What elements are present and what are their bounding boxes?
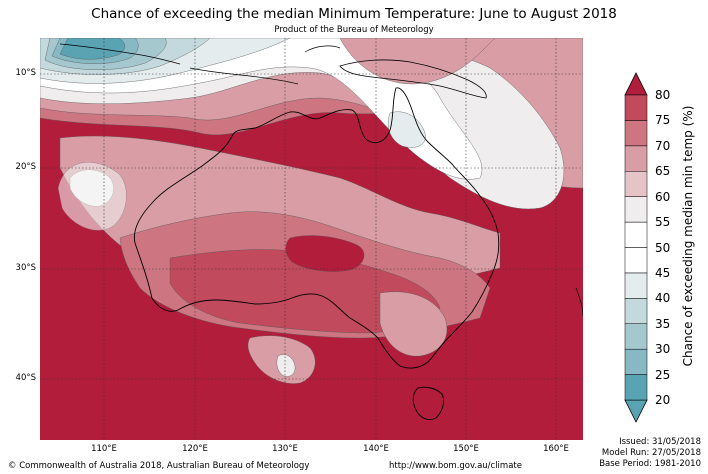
colorbar-segment xyxy=(624,323,648,350)
lon-label-150e: 150°E xyxy=(453,444,479,454)
colorbar-extend-max xyxy=(624,72,648,96)
colorbar-tick-label: 20 xyxy=(655,393,671,407)
tasmania-coastline xyxy=(412,386,445,421)
model-run-date: Model Run: 27/05/2018 xyxy=(601,448,701,458)
colorbar-segment xyxy=(624,298,648,324)
base-period: Base Period: 1981-2010 xyxy=(599,459,701,469)
colorbar-segment xyxy=(624,171,648,197)
copyright-text: © Commonwealth of Australia 2018, Austra… xyxy=(8,461,310,471)
band-55-60-south xyxy=(276,354,296,377)
colorbar-tick-label: 25 xyxy=(655,367,671,382)
colorbar-tick-label: 40 xyxy=(655,291,671,306)
colorbar-extend-min xyxy=(624,399,648,423)
new-zealand-coastline xyxy=(575,287,583,317)
lat-label-20s: 20°S xyxy=(15,162,36,172)
colorbar-segment xyxy=(624,94,648,121)
colorbar-tick-label: 80 xyxy=(655,88,671,102)
colorbar-tick-label: 70 xyxy=(655,138,671,153)
colorbar-tick-label: 35 xyxy=(655,316,671,331)
colorbar-segment xyxy=(624,145,648,172)
band-75-80-central xyxy=(285,235,365,272)
source-url[interactable]: http://www.bom.gov.au/climate xyxy=(389,461,522,471)
lon-label-110e: 110°E xyxy=(91,444,117,454)
lon-label-140e: 140°E xyxy=(363,444,389,454)
colorbar-segment xyxy=(624,272,648,299)
lon-label-130e: 130°E xyxy=(272,444,298,454)
map-subtitle: Product of the Bureau of Meteorology xyxy=(274,25,434,35)
band-60-65-topright xyxy=(339,38,496,85)
colorbar-tick-label: 60 xyxy=(655,189,671,204)
colorbar-segment xyxy=(624,196,648,223)
colorbar-segment xyxy=(624,247,648,274)
colorbar-tick-label: 30 xyxy=(655,342,671,357)
band-70-75-inland xyxy=(169,249,441,334)
map-title: Chance of exceeding the median Minimum T… xyxy=(91,6,617,22)
colorbar-tick-label: 75 xyxy=(655,113,671,128)
colorbar-segment xyxy=(624,374,648,401)
colorbar-tick-label: 50 xyxy=(655,240,671,255)
lat-label-40s: 40°S xyxy=(15,373,36,383)
issue-info: Issued: 31/05/2018 Model Run: 27/05/2018… xyxy=(599,437,701,470)
colorbar xyxy=(624,72,648,423)
probability-map xyxy=(40,38,583,440)
lon-label-120e: 120°E xyxy=(182,444,208,454)
colorbar-tick-label: 45 xyxy=(655,265,671,280)
colorbar-tick-label: 55 xyxy=(655,215,671,230)
colorbar-segment xyxy=(624,348,648,375)
issued-date: Issued: 31/05/2018 xyxy=(619,437,701,447)
indonesia-coastline xyxy=(59,43,341,85)
australia-coastline xyxy=(133,87,500,369)
colorbar-segment xyxy=(624,221,648,248)
colorbar-title: Chance of exceeding median min temp (%) xyxy=(681,105,695,367)
colorbar-segment xyxy=(624,120,648,147)
colorbar-tick-label: 65 xyxy=(655,164,671,179)
graticule xyxy=(40,38,583,440)
lon-label-160e: 160°E xyxy=(543,444,569,454)
band-55-60-west xyxy=(57,162,127,231)
lat-label-30s: 30°S xyxy=(15,263,36,273)
new-guinea-coastline xyxy=(339,59,487,99)
lat-label-10s: 10°S xyxy=(15,68,36,78)
band-20-25-north xyxy=(59,38,125,60)
